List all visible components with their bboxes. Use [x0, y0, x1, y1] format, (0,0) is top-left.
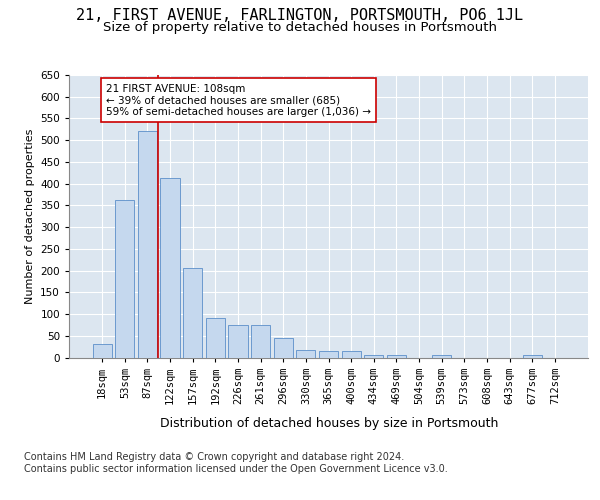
Bar: [115, 200, 134, 358]
Bar: [364, 356, 383, 358]
Bar: [206, 318, 225, 358]
Bar: [229, 325, 248, 358]
Text: Distribution of detached houses by size in Portsmouth: Distribution of detached houses by size …: [160, 418, 498, 430]
Text: 21 FIRST AVENUE: 108sqm
← 39% of detached houses are smaller (685)
59% of semi-d: 21 FIRST AVENUE: 108sqm ← 39% of detache…: [106, 84, 371, 117]
Bar: [138, 131, 157, 358]
Y-axis label: Number of detached properties: Number of detached properties: [25, 128, 35, 304]
Bar: [274, 338, 293, 357]
Bar: [523, 356, 542, 358]
Bar: [251, 325, 270, 358]
Bar: [319, 351, 338, 358]
Bar: [341, 351, 361, 358]
Text: 21, FIRST AVENUE, FARLINGTON, PORTSMOUTH, PO6 1JL: 21, FIRST AVENUE, FARLINGTON, PORTSMOUTH…: [76, 8, 524, 22]
Bar: [92, 344, 112, 358]
Text: Contains HM Land Registry data © Crown copyright and database right 2024.
Contai: Contains HM Land Registry data © Crown c…: [24, 452, 448, 474]
Bar: [160, 178, 180, 358]
Bar: [296, 350, 316, 358]
Bar: [183, 268, 202, 358]
Bar: [387, 356, 406, 358]
Bar: [432, 356, 451, 358]
Text: Size of property relative to detached houses in Portsmouth: Size of property relative to detached ho…: [103, 21, 497, 34]
